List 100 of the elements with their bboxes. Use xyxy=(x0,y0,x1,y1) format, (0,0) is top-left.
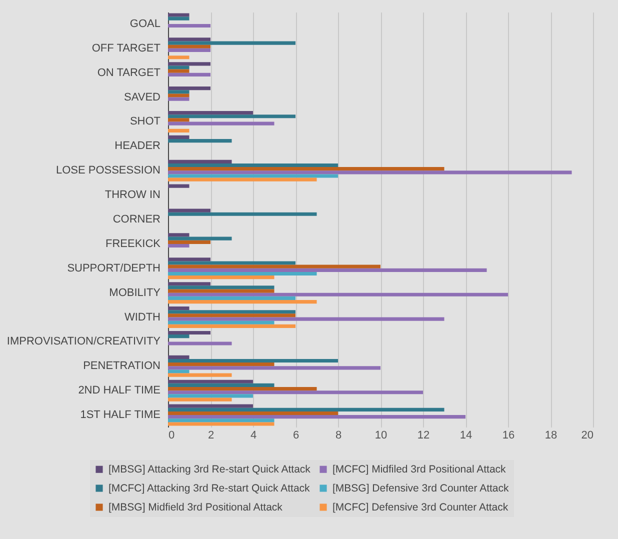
bar xyxy=(168,174,338,178)
bar xyxy=(168,41,296,45)
bar xyxy=(168,324,296,328)
legend-label: [MBSG] Attacking 3rd Re-start Quick Attack xyxy=(108,463,312,476)
bar xyxy=(168,258,210,262)
bar xyxy=(168,72,210,76)
y-tick-label: IMPROVISATION/CREATIVITY xyxy=(6,336,162,348)
bar xyxy=(168,366,380,370)
bar xyxy=(168,268,487,272)
bar xyxy=(168,122,274,126)
y-tick-label: FREEKICK xyxy=(105,238,162,250)
bar xyxy=(168,310,296,314)
bar xyxy=(168,380,253,384)
bar xyxy=(168,135,190,140)
bar xyxy=(168,362,274,366)
bar xyxy=(168,97,190,101)
x-tick-label: 2 xyxy=(208,430,214,442)
bar xyxy=(168,139,232,143)
bar xyxy=(168,422,274,426)
legend-label: [MCFC] Defensive 3rd Counter Attack xyxy=(332,501,509,514)
bar xyxy=(168,411,338,416)
x-tick-label: 16 xyxy=(502,430,515,442)
bar xyxy=(168,167,444,171)
y-tick-label: WIDTH xyxy=(124,311,161,324)
bar xyxy=(168,317,444,321)
bar xyxy=(168,387,317,391)
y-tick-label: PENETRATION xyxy=(83,360,161,372)
x-tick-label: 12 xyxy=(417,430,430,442)
y-tick-label: THROW IN xyxy=(104,189,161,202)
legend-label: [MCFC] Attacking 3rd Re-start Quick Attack xyxy=(108,482,311,494)
x-tick-label: 0 xyxy=(168,430,175,442)
bar xyxy=(168,86,210,90)
legend-label: [MCFC] Midfiled 3rd Positional Attack xyxy=(332,463,507,476)
bar xyxy=(168,300,317,304)
bar xyxy=(168,163,338,168)
bar xyxy=(168,383,274,387)
x-tick-label: 14 xyxy=(460,430,472,442)
y-tick-label: ON TARGET xyxy=(97,66,161,79)
bar xyxy=(168,208,210,212)
x-tick-label: 8 xyxy=(335,430,342,442)
bar xyxy=(168,330,210,335)
bar xyxy=(168,160,232,164)
bar xyxy=(168,394,253,398)
bar xyxy=(168,184,190,188)
bar xyxy=(168,38,210,42)
bar xyxy=(168,342,232,346)
legend-label: [MBSG] Defensive 3rd Counter Attack xyxy=(332,482,510,494)
y-tick-label: SHOT xyxy=(130,116,161,128)
bar xyxy=(168,44,210,48)
bar xyxy=(168,408,444,412)
x-tick-label: 20 xyxy=(581,430,594,442)
bar xyxy=(168,398,232,402)
bar xyxy=(168,296,296,300)
bar xyxy=(168,66,190,70)
y-tick-label: SAVED xyxy=(124,91,161,104)
bar xyxy=(168,110,253,115)
y-tick-label: LOSE POSSESSION xyxy=(56,164,161,177)
bar xyxy=(168,415,466,419)
bar xyxy=(168,69,190,73)
bar xyxy=(168,236,232,240)
bar xyxy=(168,240,210,244)
bar xyxy=(168,244,190,248)
bar xyxy=(168,320,274,324)
bar xyxy=(168,48,210,52)
bar xyxy=(168,118,190,122)
bar xyxy=(168,212,317,216)
y-tick-label: SUPPORT/DEPTH xyxy=(67,262,161,274)
bar xyxy=(168,373,232,377)
bar xyxy=(168,56,190,60)
bar xyxy=(168,370,190,374)
bar xyxy=(168,16,190,20)
bar xyxy=(168,170,572,174)
y-tick-label: MOBILITY xyxy=(109,286,162,299)
bar xyxy=(168,94,190,98)
bar xyxy=(168,178,317,182)
bar xyxy=(168,90,190,94)
bar xyxy=(168,418,274,422)
y-tick-label: GOAL xyxy=(130,18,160,30)
legend-label: [MBSG] Midfield 3rd Positional Attack xyxy=(108,501,284,514)
bar xyxy=(168,314,296,318)
bar xyxy=(168,355,190,359)
x-tick-label: 4 xyxy=(250,430,257,442)
x-tick-label: 6 xyxy=(292,430,300,442)
bar xyxy=(168,276,274,280)
bar xyxy=(168,128,190,132)
bar xyxy=(168,264,380,268)
bar xyxy=(168,334,190,338)
y-tick-label: 2ND HALF TIME xyxy=(78,384,160,397)
bar xyxy=(168,292,508,296)
x-tick-label: 18 xyxy=(544,430,558,442)
bar xyxy=(168,390,423,394)
bar xyxy=(168,114,296,118)
bar xyxy=(168,62,210,66)
y-tick-label: 1ST HALF TIME xyxy=(80,409,160,422)
bar xyxy=(168,13,190,17)
y-tick-label: HEADER xyxy=(114,140,161,152)
y-tick-label: OFF TARGET xyxy=(92,42,161,54)
bar xyxy=(168,358,338,363)
bar xyxy=(168,261,296,265)
bar xyxy=(168,289,274,293)
